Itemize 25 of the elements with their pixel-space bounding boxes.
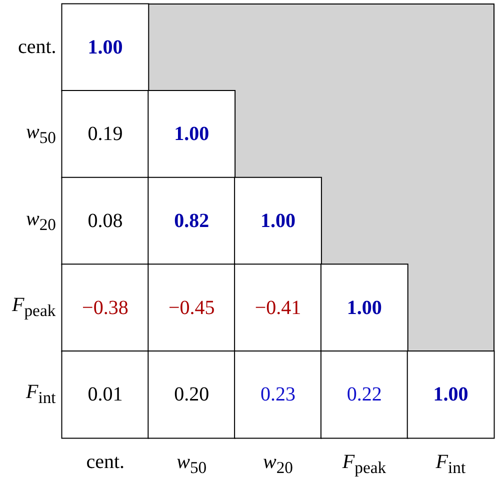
data-label: −0.45 bbox=[168, 296, 215, 319]
data-label: 0.23 bbox=[260, 384, 296, 406]
data-label: −0.38 bbox=[82, 296, 128, 319]
x-tick-label: F$_{peak}$ bbox=[342, 451, 386, 477]
data-label: 0.01 bbox=[88, 384, 123, 406]
data-label: −0.41 bbox=[254, 296, 302, 319]
data-label: 1.00 bbox=[346, 296, 382, 319]
data-label: 0.08 bbox=[88, 210, 123, 232]
y-tick-label: F$_{int}$ bbox=[26, 381, 56, 408]
data-label: 1.00 bbox=[433, 384, 468, 406]
data-label: 0.82 bbox=[174, 210, 210, 232]
x-tick-label: F$_{int}$ bbox=[436, 451, 466, 477]
data-label: 0.19 bbox=[88, 123, 123, 146]
x-tick-label: w$_{50}$ bbox=[176, 451, 207, 477]
data-label: 0.20 bbox=[174, 384, 210, 406]
x-tick-label: w$_{20}$ bbox=[263, 451, 293, 477]
y-tick-label: cent. bbox=[18, 36, 56, 58]
data-label: 1.00 bbox=[88, 36, 123, 58]
y-tick-label: w$_{20}$ bbox=[26, 208, 56, 234]
data-label: 1.00 bbox=[174, 123, 210, 146]
data-label: 0.22 bbox=[346, 384, 382, 406]
data-label: 1.00 bbox=[260, 210, 296, 232]
x-tick-label: cent. bbox=[86, 451, 124, 473]
y-tick-label: F$_{peak}$ bbox=[12, 294, 56, 320]
y-tick-label: w$_{50}$ bbox=[26, 120, 56, 147]
